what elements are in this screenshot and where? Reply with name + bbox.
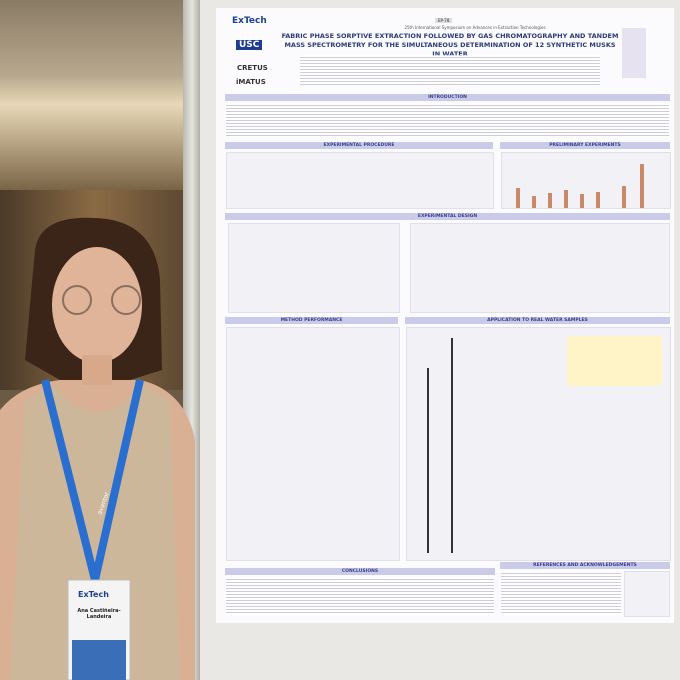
section-header: REFERENCES AND ACKNOWLEDGEMENTS <box>500 562 670 569</box>
poster-title: FABRIC PHASE SORPTIVE EXTRACTION FOLLOWE… <box>281 32 619 58</box>
logo-right <box>622 28 646 78</box>
logo: iMATUS <box>236 78 266 86</box>
badge-event: ExTech <box>78 590 109 599</box>
section-header: APPLICATION TO REAL WATER SAMPLES <box>405 317 670 324</box>
ceiling <box>0 0 190 190</box>
authors <box>300 55 600 85</box>
section-header: EXPERIMENTAL DESIGN <box>225 213 670 220</box>
application-chart <box>406 327 671 561</box>
section-header: INTRODUCTION <box>225 94 670 101</box>
poster-code: EP-78 <box>435 18 453 23</box>
section-header: EXPERIMENTAL PROCEDURE <box>225 142 493 149</box>
conclusions-text <box>226 577 494 615</box>
section-header: METHOD PERFORMANCE <box>225 317 398 324</box>
performance-charts <box>226 327 400 561</box>
badge-name: Ana Castiñeira-Landeira <box>77 608 121 620</box>
conference: 25th International Symposium on Advances… <box>404 25 546 30</box>
intro-text <box>226 103 669 137</box>
logo: ExTech <box>232 16 267 26</box>
section-header: CONCLUSIONS <box>225 568 495 575</box>
design-charts <box>410 223 670 313</box>
logo: CRETUS <box>237 64 268 72</box>
person <box>0 217 195 680</box>
logo: USC <box>236 40 263 50</box>
design-table <box>228 223 400 313</box>
preliminary-chart <box>501 152 671 209</box>
section-header: PRELIMINARY EXPERIMENTS <box>500 142 670 149</box>
references-text <box>501 571 621 615</box>
procedure-figure <box>226 152 494 209</box>
funding-logos <box>624 571 670 617</box>
